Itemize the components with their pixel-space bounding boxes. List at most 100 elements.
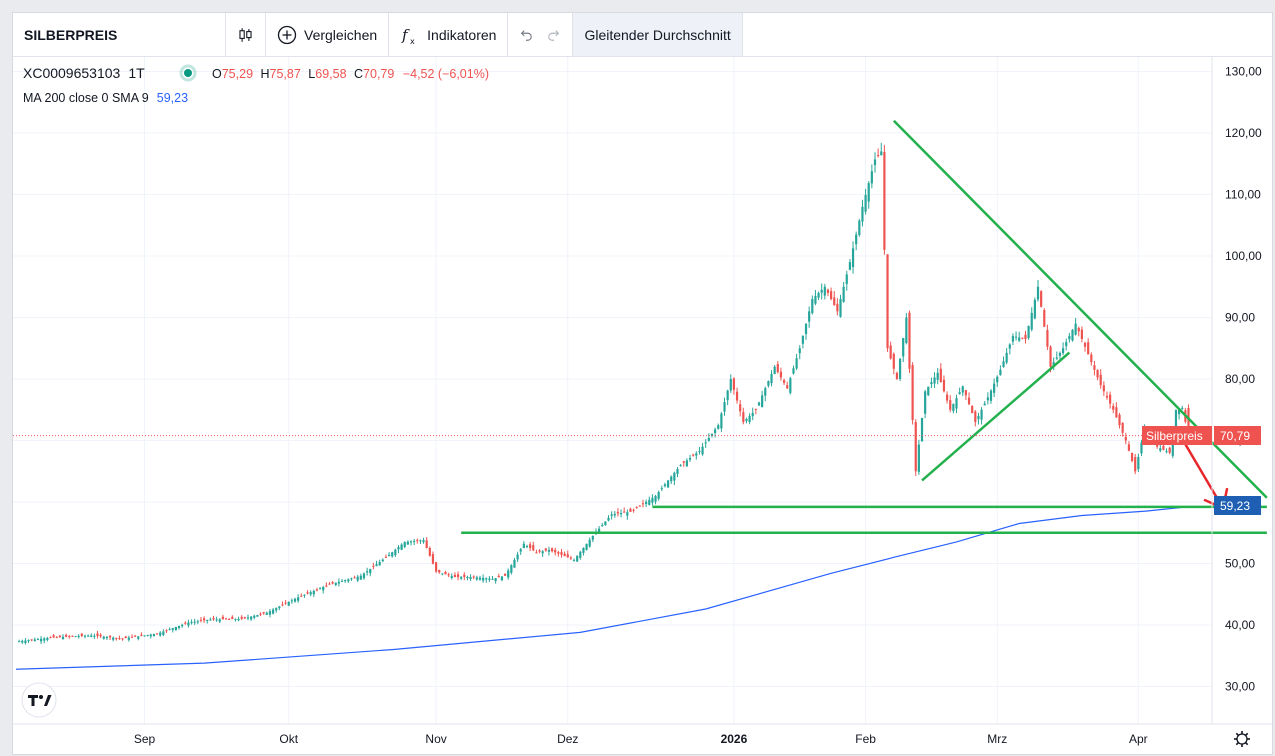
- market-status-ring: [179, 64, 197, 82]
- drawing-trendline: [921, 351, 1071, 482]
- candle-body: [964, 390, 968, 396]
- candle-body: [218, 619, 221, 622]
- candle-body: [1052, 362, 1055, 366]
- market-status-icon: [184, 69, 192, 77]
- candle-body: [253, 615, 256, 618]
- candle-body: [572, 559, 576, 561]
- candle-body: [939, 368, 942, 383]
- candle-body: [748, 415, 751, 422]
- candle-body: [989, 390, 993, 401]
- candle-body: [134, 635, 137, 637]
- candle-body: [413, 541, 416, 543]
- candle-body: [679, 465, 682, 467]
- candle-body: [1033, 299, 1036, 319]
- candle-body: [228, 619, 231, 621]
- candle-body: [1109, 394, 1112, 404]
- candle-body: [318, 588, 322, 590]
- candle-body: [908, 312, 911, 369]
- candle-body: [450, 576, 453, 579]
- candle-body: [190, 622, 193, 624]
- candle-body: [1115, 407, 1118, 418]
- candle-body: [629, 508, 632, 512]
- legend-ma[interactable]: MA 200 close 0 SMA 9 59,23: [23, 91, 188, 105]
- candle-body: [688, 458, 692, 460]
- candle-body: [945, 394, 949, 401]
- candle-body: [870, 171, 873, 184]
- settings-icon[interactable]: [1234, 731, 1250, 747]
- candle-body: [306, 592, 309, 594]
- undo-icon[interactable]: [519, 27, 533, 43]
- candle-body: [494, 578, 497, 582]
- moving-average-button[interactable]: Gleitender Durchschnitt: [573, 13, 743, 56]
- candle-body: [591, 535, 594, 540]
- candle-body: [434, 562, 438, 572]
- candle-body: [598, 528, 601, 533]
- candle-body: [544, 548, 547, 551]
- candle-body: [278, 606, 281, 609]
- candle-body: [250, 616, 253, 620]
- candle-body: [149, 634, 152, 637]
- time-tick-label: Feb: [855, 732, 876, 746]
- candle-body: [582, 547, 585, 553]
- candle-body: [867, 183, 870, 202]
- candle-body: [497, 575, 500, 578]
- candle-body: [525, 545, 529, 547]
- price-tick-label: 30,00: [1225, 680, 1255, 694]
- candle-body: [704, 442, 707, 444]
- candle-body: [745, 418, 748, 421]
- candle-body: [315, 589, 319, 591]
- price-axis[interactable]: 130,00120,00110,00100,0090,0080,0070,006…: [1225, 65, 1262, 694]
- candle-body: [1030, 312, 1033, 330]
- candle-body: [143, 635, 146, 637]
- candle-body: [510, 565, 513, 573]
- legend: XC0009653103 1T O75,29 H75,87 L69,58 C70,…: [23, 64, 489, 105]
- candle-body: [199, 619, 203, 621]
- candle-body: [848, 262, 852, 270]
- candle-body: [666, 480, 670, 488]
- candle-body: [723, 402, 726, 412]
- candle-body: [751, 412, 754, 417]
- time-axis[interactable]: Sep Okt Nov Dez 2026 Feb Mrz Apr: [134, 732, 1148, 746]
- candle-body: [1121, 422, 1124, 433]
- candle-body: [1046, 330, 1049, 347]
- symbol-search-button[interactable]: SILBERPREIS: [13, 13, 226, 56]
- candle-body: [873, 159, 877, 166]
- price-tick-label: 100,00: [1225, 249, 1262, 263]
- candle-body: [883, 151, 886, 250]
- chart-canvas[interactable]: 130,00120,00110,00100,0090,0080,0070,006…: [13, 13, 1274, 756]
- redo-icon[interactable]: [547, 27, 561, 43]
- price-tick-label: 80,00: [1225, 372, 1255, 386]
- candle-body: [955, 398, 958, 409]
- candle-body: [541, 551, 544, 554]
- chart-type-button[interactable]: [226, 13, 266, 56]
- candle-body: [820, 289, 823, 293]
- candle-body: [757, 402, 761, 406]
- candle-body: [980, 409, 983, 420]
- candle-body: [676, 468, 679, 474]
- candle-body: [43, 638, 46, 641]
- candle-body: [993, 383, 996, 393]
- candle-body: [403, 541, 406, 547]
- candle-body: [234, 618, 237, 620]
- compare-button[interactable]: Vergleichen: [266, 13, 390, 56]
- ma-tag: 59,23: [1214, 496, 1261, 515]
- tradingview-logo-icon[interactable]: [21, 682, 57, 718]
- price-tick-label: 50,00: [1225, 557, 1255, 571]
- candle-body: [1005, 352, 1008, 363]
- candle-body: [68, 636, 71, 638]
- candle-body: [99, 634, 102, 637]
- candle-body: [356, 576, 359, 581]
- candle-body: [560, 552, 563, 555]
- candle-body: [604, 521, 607, 526]
- legend-symbol[interactable]: XC0009653103 1T: [23, 65, 145, 81]
- candle-body: [441, 573, 444, 575]
- candle-body: [886, 254, 889, 349]
- candle-body: [529, 544, 532, 549]
- candle-body: [616, 512, 620, 514]
- candle-body: [181, 624, 184, 627]
- candle-body: [798, 348, 801, 354]
- candle-body: [999, 369, 1002, 376]
- candle-body: [287, 601, 290, 606]
